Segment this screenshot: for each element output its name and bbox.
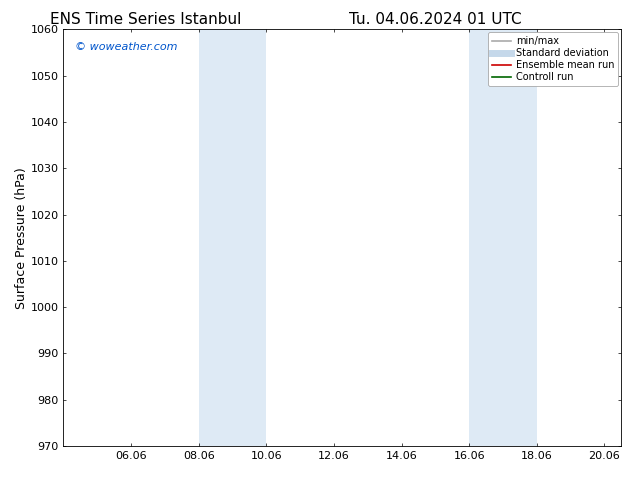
- Legend: min/max, Standard deviation, Ensemble mean run, Controll run: min/max, Standard deviation, Ensemble me…: [488, 32, 618, 86]
- Text: Tu. 04.06.2024 01 UTC: Tu. 04.06.2024 01 UTC: [349, 12, 521, 27]
- Text: © woweather.com: © woweather.com: [75, 42, 177, 52]
- Bar: [233, 29, 266, 446]
- Bar: [469, 29, 503, 446]
- Bar: [503, 29, 537, 446]
- Bar: [198, 29, 233, 446]
- Text: ENS Time Series Istanbul: ENS Time Series Istanbul: [49, 12, 241, 27]
- Y-axis label: Surface Pressure (hPa): Surface Pressure (hPa): [15, 167, 28, 309]
